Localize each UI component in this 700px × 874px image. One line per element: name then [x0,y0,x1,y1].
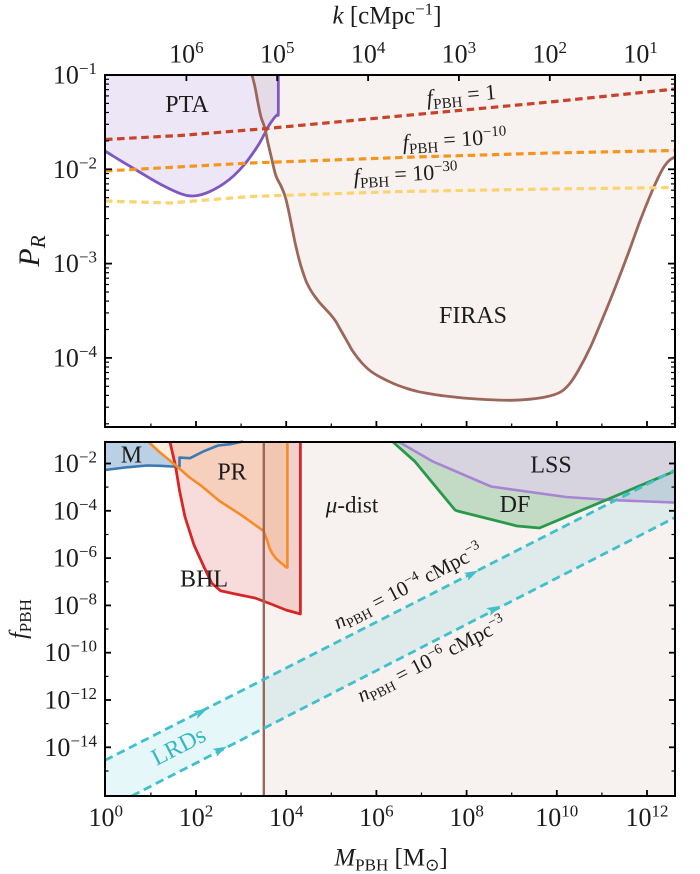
svg-text:10−6: 10−6 [53,542,97,573]
svg-text:106: 106 [169,38,204,69]
svg-text:10−3: 10−3 [53,248,97,279]
svg-text:104: 104 [351,38,386,69]
svg-text:10−4: 10−4 [53,342,98,373]
svg-text:102: 102 [533,38,568,69]
svg-text:fPBH = 10−30: fPBH = 10−30 [353,158,459,192]
svg-text:BHL: BHL [180,567,228,593]
svg-text:DF: DF [500,492,531,518]
svg-text:100: 100 [89,802,124,833]
svg-text:PR: PR [13,235,50,267]
svg-text:k [cMpc−1]: k [cMpc−1] [332,0,441,30]
svg-text:10−1: 10−1 [53,59,97,90]
svg-text:104: 104 [269,802,304,833]
svg-text:101: 101 [623,38,658,69]
svg-text:10−10: 10−10 [44,637,97,668]
svg-text:1010: 1010 [535,802,578,833]
svg-text:fPBH: fPBH [6,599,35,639]
svg-text:M: M [121,443,142,469]
svg-text:FIRAS: FIRAS [439,303,507,329]
svg-text:μ-dist: μ-dist [325,493,379,518]
svg-text:10−14: 10−14 [44,731,97,762]
svg-text:MPBH [M⊙]: MPBH [M⊙] [333,845,447,874]
svg-text:10−4: 10−4 [53,495,98,526]
svg-text:1012: 1012 [626,802,669,833]
svg-text:108: 108 [449,802,484,833]
svg-text:10−8: 10−8 [53,589,97,620]
svg-text:fPBH = 1: fPBH = 1 [426,79,498,113]
svg-text:105: 105 [260,38,295,69]
svg-text:102: 102 [179,802,214,833]
svg-text:LSS: LSS [530,453,571,479]
svg-text:103: 103 [442,38,477,69]
svg-text:106: 106 [359,802,394,833]
svg-text:PR: PR [217,460,246,486]
svg-text:10−12: 10−12 [44,684,97,715]
svg-text:10−2: 10−2 [53,448,97,479]
svg-text:PTA: PTA [165,92,209,118]
svg-text:10−2: 10−2 [53,153,97,184]
svg-text:fPBH = 10−10: fPBH = 10−10 [402,123,508,158]
